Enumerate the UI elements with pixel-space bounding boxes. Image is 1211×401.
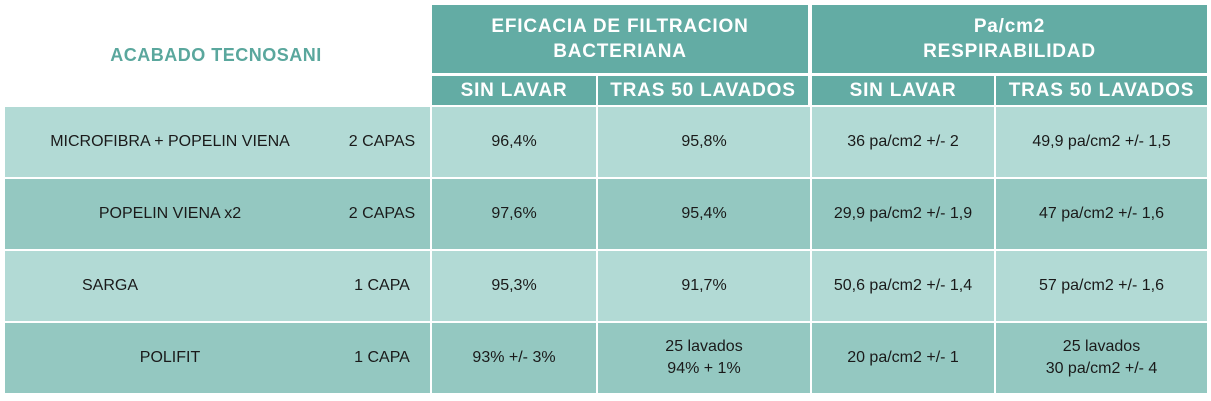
subheader-breath-washed: TRAS 50 LAVADOS (996, 76, 1207, 105)
material-name: POPELIN VIENA x2 (98, 205, 242, 222)
header-bacterial-filtration: EFICACIA DE FILTRACION BACTERIANA (432, 5, 808, 73)
layer-count: 1 CAPA (354, 277, 410, 294)
bfe-washed-value: 25 lavados 94% + 1% (598, 323, 810, 393)
breath-washed-value: 25 lavados 30 pa/cm2 +/- 4 (996, 323, 1207, 393)
breath-unwashed-value: 20 pa/cm2 +/- 1 (847, 349, 959, 366)
material-name: POLIFIT (139, 349, 201, 366)
header-bfe-line1: EFICACIA DE FILTRACION (491, 16, 749, 37)
table-row (5, 179, 1207, 249)
breath-washed-result: 30 pa/cm2 +/- 4 (1045, 360, 1158, 377)
breath-washed-value: 47 pa/cm2 +/- 1,6 (1039, 205, 1164, 222)
table-row (5, 251, 1207, 321)
column-divider (810, 107, 812, 393)
bfe-unwashed-value: 96,4% (491, 133, 537, 150)
bfe-unwashed-value: 97,6% (491, 205, 537, 222)
header-breath-line2: RESPIRABILIDAD (923, 41, 1096, 62)
subheader-bfe-washed: TRAS 50 LAVADOS (598, 76, 808, 105)
table-row (5, 107, 1207, 177)
breath-washed-value: 49,9 pa/cm2 +/- 1,5 (1032, 133, 1171, 150)
layer-count: 1 CAPA (354, 349, 410, 366)
header-bfe-line2: BACTERIANA (553, 41, 687, 62)
layer-count: 2 CAPAS (348, 133, 416, 150)
breath-washed-value: 57 pa/cm2 +/- 1,6 (1039, 277, 1164, 294)
subheader-breath-unwashed: SIN LAVAR (812, 76, 994, 105)
column-divider (994, 107, 996, 393)
header-breath-line1: Pa/cm2 (973, 16, 1046, 37)
layer-count: 2 CAPAS (348, 205, 416, 222)
breath-washed-cycles: 25 lavados (1062, 338, 1141, 355)
column-divider (430, 107, 432, 393)
breath-unwashed-value: 50,6 pa/cm2 +/- 1,4 (833, 277, 973, 294)
material-name: SARGA (81, 277, 138, 294)
bfe-unwashed-value: 95,3% (491, 277, 537, 294)
bfe-washed-cycles: 25 lavados (665, 338, 743, 355)
table-title: ACABADO TECNOSANI (110, 44, 322, 65)
bfe-washed-value: 91,7% (681, 277, 727, 294)
bfe-washed-value: 95,4% (681, 205, 727, 222)
table-row (5, 323, 1207, 393)
breath-unwashed-value: 36 pa/cm2 +/- 2 (847, 133, 959, 150)
bfe-washed-value: 95,8% (681, 133, 727, 150)
bfe-unwashed-value: 93% +/- 3% (472, 349, 556, 366)
subheader-bfe-unwashed: SIN LAVAR (432, 76, 596, 105)
material-name: MICROFIBRA + POPELIN VIENA (50, 133, 290, 150)
breath-unwashed-value: 29,9 pa/cm2 +/- 1,9 (833, 205, 973, 222)
header-breathability: Pa/cm2 RESPIRABILIDAD (812, 5, 1207, 73)
column-divider (596, 107, 598, 393)
bfe-washed-result: 94% + 1% (667, 360, 741, 377)
